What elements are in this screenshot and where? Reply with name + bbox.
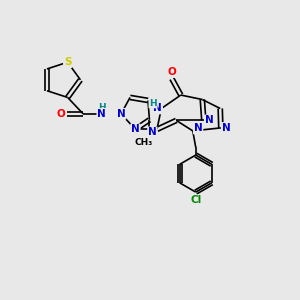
Text: N: N — [153, 103, 162, 113]
Text: S: S — [64, 57, 71, 67]
Text: H: H — [149, 99, 157, 108]
Text: N: N — [117, 109, 125, 119]
Text: O: O — [57, 109, 66, 119]
Text: N: N — [194, 124, 203, 134]
Text: N: N — [205, 116, 214, 125]
Text: N: N — [148, 128, 157, 137]
Text: H: H — [98, 103, 106, 112]
Text: N: N — [131, 124, 140, 134]
Text: O: O — [167, 67, 176, 77]
Text: CH₃: CH₃ — [135, 138, 153, 147]
Text: N: N — [222, 123, 231, 133]
Text: Cl: Cl — [190, 196, 201, 206]
Text: N: N — [97, 109, 106, 119]
